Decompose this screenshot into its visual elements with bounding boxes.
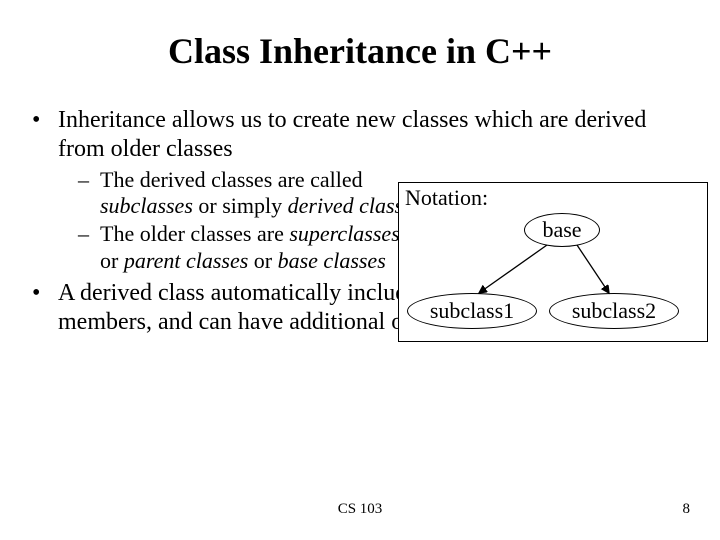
bullet-mark: • bbox=[28, 279, 58, 338]
sub-bullet-2-text: The older classes are superclasses or pa… bbox=[100, 221, 423, 275]
sub-bullet-2: – The older classes are superclasses or … bbox=[78, 221, 423, 275]
sub-bullet-1-text: The derived classes are called subclasse… bbox=[100, 167, 423, 221]
bullet-1: • Inheritance allows us to create new cl… bbox=[28, 106, 692, 165]
text-italic: superclasses bbox=[289, 221, 399, 246]
sub-bullet-list: – The derived classes are called subclas… bbox=[28, 167, 423, 275]
bullet-1-text: Inheritance allows us to create new clas… bbox=[58, 106, 692, 165]
diagram-arrows bbox=[399, 183, 709, 343]
text-fragment: The older classes are bbox=[100, 221, 289, 246]
bullet-mark: • bbox=[28, 106, 58, 165]
text-italic: base classes bbox=[278, 248, 386, 273]
text-fragment: or bbox=[248, 248, 277, 273]
text-italic: parent classes bbox=[124, 248, 248, 273]
text-italic: subclasses bbox=[100, 193, 193, 218]
dash-mark: – bbox=[78, 221, 100, 275]
text-fragment: or bbox=[100, 248, 124, 273]
footer-course: CS 103 bbox=[0, 501, 720, 518]
footer-page-number: 8 bbox=[683, 501, 691, 518]
slide-title: Class Inheritance in C++ bbox=[28, 30, 692, 72]
dash-mark: – bbox=[78, 167, 100, 221]
text-fragment: The derived classes are called bbox=[100, 167, 363, 192]
text-fragment: or simply bbox=[193, 193, 288, 218]
inheritance-diagram: Notation: base subclass1 subclass2 bbox=[398, 182, 708, 342]
sub-bullet-1: – The derived classes are called subclas… bbox=[78, 167, 423, 221]
